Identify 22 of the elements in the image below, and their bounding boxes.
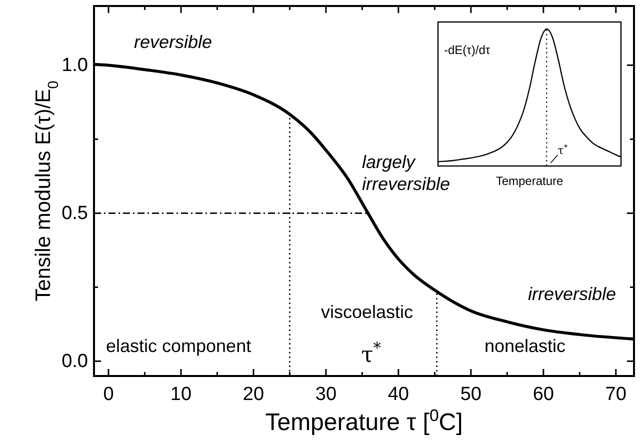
annotation: elastic component <box>106 336 252 356</box>
x-tick-label: 70 <box>605 384 626 405</box>
annotation: τ$^{*}$ <box>558 142 568 157</box>
x-tick-label: 60 <box>532 384 554 405</box>
annotation: τ$^{*}$ <box>361 339 382 368</box>
x-tick-label: 40 <box>388 384 409 405</box>
annotation: irreversible <box>528 284 616 304</box>
annotation: nonelastic <box>484 336 566 356</box>
x-tick-label: 50 <box>460 384 482 405</box>
x-tick-label: 10 <box>170 384 192 405</box>
x-tick-label: 0 <box>103 384 114 405</box>
annotation: -dE(τ)/dτ <box>444 43 490 57</box>
x-tick-label: 30 <box>315 384 337 405</box>
x-axis-title: Temperature <box>496 174 564 188</box>
y-tick-label: 0.5 <box>62 203 88 224</box>
x-axis-title: Temperature τ [$^{0}$C] <box>265 406 463 436</box>
annotation: viscoelastic <box>320 302 414 322</box>
y-tick-label: 0.0 <box>62 351 88 372</box>
y-tick-label: 1.0 <box>62 55 88 76</box>
annotation: reversible <box>134 32 212 52</box>
annotation: largely irreversible <box>362 152 450 194</box>
x-tick-label: 20 <box>242 384 264 405</box>
